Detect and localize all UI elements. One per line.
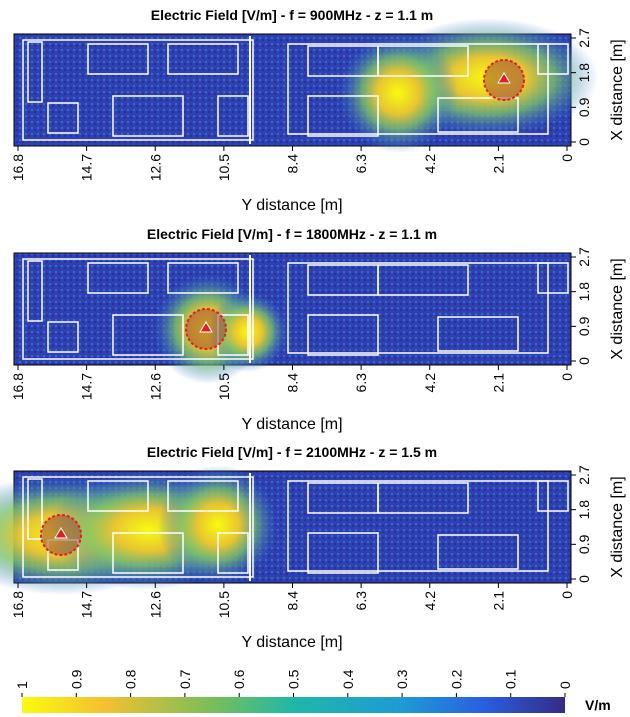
x-tick-label: 4.2 <box>422 373 438 393</box>
x-tick-label: 4.2 <box>422 591 438 611</box>
x-tick-label: 14.7 <box>79 373 95 400</box>
x-tick-label: 8.4 <box>285 154 301 174</box>
x-tick-label: 16.8 <box>10 591 26 618</box>
x-tick-label: 10.5 <box>216 373 232 400</box>
x-axis-label: Y distance [m] <box>241 197 342 214</box>
x-tick-label: 2.1 <box>490 373 506 393</box>
x-tick-label: 0 <box>559 154 575 162</box>
x-axis-label: Y distance [m] <box>241 634 342 651</box>
x-tick-label: 6.3 <box>353 373 369 393</box>
colorbar <box>22 697 565 713</box>
x-tick-label: 14.7 <box>79 154 95 181</box>
x-tick-label: 8.4 <box>285 373 301 393</box>
colorbar-tick-label: 0.6 <box>231 669 247 689</box>
field-hotspot <box>338 33 458 153</box>
colorbar-tick-label: 0.5 <box>286 669 302 689</box>
chart-title: Electric Field [V/m] - f = 1800MHz - z =… <box>147 226 437 242</box>
y-axis-label: X distance [m] <box>609 258 626 359</box>
y-tick-label: 2.7 <box>576 28 592 48</box>
y-tick-label: 1.8 <box>576 63 592 83</box>
x-tick-label: 2.1 <box>490 591 506 611</box>
y-axis-label: X distance [m] <box>609 476 626 577</box>
x-tick-label: 16.8 <box>10 154 26 181</box>
x-tick-label: 14.7 <box>79 591 95 618</box>
colorbar-tick-label: 0.8 <box>123 669 139 689</box>
y-tick-label: 0 <box>576 357 592 365</box>
x-tick-label: 0 <box>559 591 575 599</box>
x-tick-label: 10.5 <box>216 154 232 181</box>
y-tick-label: 0.9 <box>576 534 592 554</box>
y-axis-label: X distance [m] <box>609 39 626 140</box>
colorbar-tick-label: 0.7 <box>177 669 193 689</box>
chart-title: Electric Field [V/m] - f = 2100MHz - z =… <box>147 444 437 460</box>
y-tick-label: 0.9 <box>576 97 592 117</box>
x-axis-label: Y distance [m] <box>241 416 342 433</box>
x-tick-label: 10.5 <box>216 591 232 618</box>
y-tick-label: 1.8 <box>576 282 592 302</box>
x-tick-label: 6.3 <box>353 591 369 611</box>
figure: Electric Field [V/m] - f = 900MHz - z = … <box>0 0 630 717</box>
chart-title: Electric Field [V/m] - f = 900MHz - z = … <box>151 7 433 23</box>
colorbar-tick-label: 0.3 <box>394 669 410 689</box>
y-tick-label: 2.7 <box>576 247 592 267</box>
colorbar-label: V/m <box>585 697 611 713</box>
colorbar-tick-label: 0 <box>557 681 573 689</box>
colorbar-tick-label: 1 <box>14 681 30 689</box>
y-tick-label: 0.9 <box>576 316 592 336</box>
x-tick-label: 12.6 <box>147 373 163 400</box>
colorbar-tick-label: 0.4 <box>340 669 356 689</box>
x-tick-label: 16.8 <box>10 373 26 400</box>
x-tick-label: 12.6 <box>147 591 163 618</box>
colorbar-tick-label: 0.2 <box>448 669 464 689</box>
y-tick-label: 2.7 <box>576 465 592 485</box>
x-tick-label: 12.6 <box>147 154 163 181</box>
x-tick-label: 8.4 <box>285 591 301 611</box>
x-tick-label: 2.1 <box>490 154 506 174</box>
colorbar-tick-label: 0.1 <box>503 669 519 689</box>
field-map <box>14 253 571 365</box>
colorbar-tick-label: 0.9 <box>68 669 84 689</box>
x-tick-label: 6.3 <box>353 154 369 174</box>
y-tick-label: 0 <box>576 138 592 146</box>
y-tick-label: 1.8 <box>576 500 592 520</box>
x-tick-label: 0 <box>559 373 575 381</box>
y-tick-label: 0 <box>576 575 592 583</box>
x-tick-label: 4.2 <box>422 154 438 174</box>
